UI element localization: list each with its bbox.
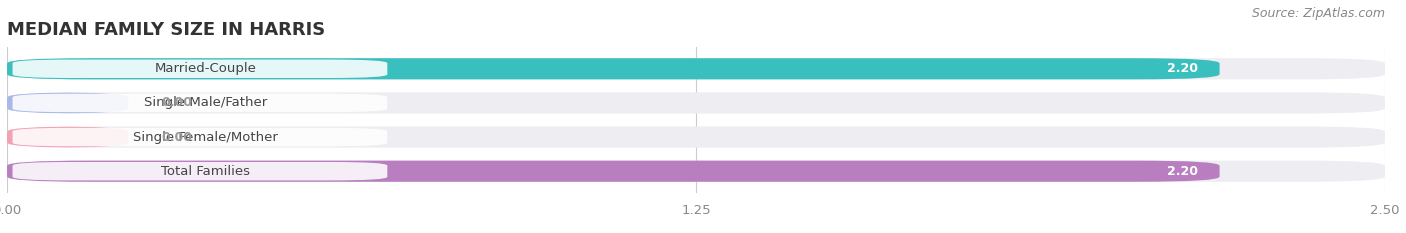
FancyBboxPatch shape: [13, 162, 387, 180]
FancyBboxPatch shape: [13, 94, 387, 112]
FancyBboxPatch shape: [7, 161, 1385, 182]
FancyBboxPatch shape: [7, 58, 1219, 79]
FancyBboxPatch shape: [7, 92, 1385, 113]
Text: 2.20: 2.20: [1167, 62, 1198, 75]
Text: 0.00: 0.00: [162, 96, 193, 110]
Text: Source: ZipAtlas.com: Source: ZipAtlas.com: [1251, 7, 1385, 20]
Text: MEDIAN FAMILY SIZE IN HARRIS: MEDIAN FAMILY SIZE IN HARRIS: [7, 21, 325, 39]
FancyBboxPatch shape: [7, 58, 1385, 79]
Text: Single Female/Mother: Single Female/Mother: [134, 130, 278, 144]
Text: Married-Couple: Married-Couple: [155, 62, 256, 75]
Text: Total Families: Total Families: [160, 165, 250, 178]
Text: 0.00: 0.00: [162, 130, 193, 144]
FancyBboxPatch shape: [13, 60, 387, 78]
FancyBboxPatch shape: [7, 127, 1385, 148]
FancyBboxPatch shape: [13, 128, 387, 146]
Text: 2.20: 2.20: [1167, 165, 1198, 178]
FancyBboxPatch shape: [7, 127, 128, 148]
FancyBboxPatch shape: [7, 161, 1219, 182]
FancyBboxPatch shape: [7, 92, 128, 113]
Text: Single Male/Father: Single Male/Father: [143, 96, 267, 110]
